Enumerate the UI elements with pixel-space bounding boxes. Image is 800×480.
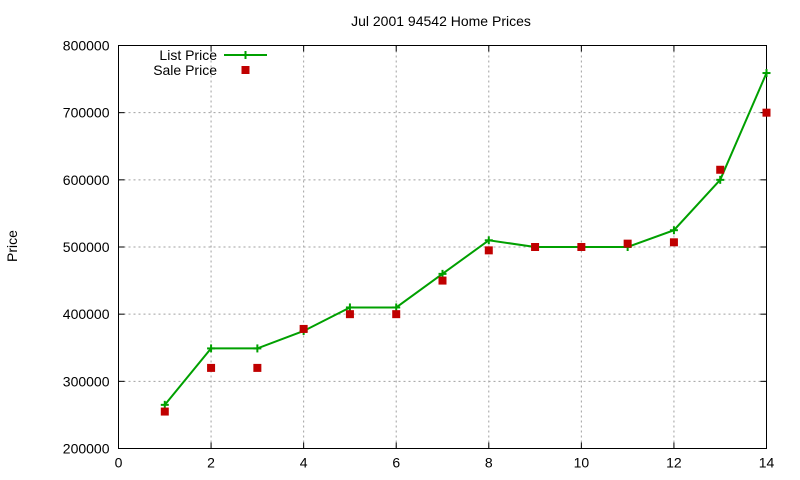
y-tick-label: 200000 [63, 441, 110, 457]
data-point [531, 243, 540, 251]
data-point [669, 226, 678, 235]
chart-title: Jul 2001 94542 Home Prices [351, 13, 531, 29]
y-tick-label: 600000 [63, 172, 110, 188]
data-point [438, 276, 447, 285]
x-tick-label: 6 [392, 455, 400, 471]
data-point [484, 246, 493, 255]
y-tick-label: 500000 [63, 239, 110, 255]
data-point [623, 239, 632, 248]
data-point [438, 269, 447, 278]
data-point [716, 165, 725, 174]
axis-ticks: 0 2 4 6 8 10 12 14 200000 300000 400000 500000 60000… [63, 38, 775, 471]
data-point [484, 236, 493, 245]
x-tick-label: 12 [666, 455, 682, 471]
data-point [392, 303, 401, 312]
legend-marker [241, 51, 250, 59]
data-point [160, 400, 169, 409]
data-point [392, 310, 401, 319]
legend-marker [241, 66, 250, 74]
y-tick-label: 300000 [63, 373, 110, 389]
grid [118, 45, 767, 449]
series [160, 69, 771, 416]
x-tick-label: 8 [485, 455, 493, 471]
data-point [207, 344, 216, 353]
y-tick-label: 700000 [63, 105, 110, 121]
series-sale-price [160, 108, 771, 416]
legend-label: Sale Price [153, 62, 217, 78]
data-point [577, 243, 586, 251]
data-point [345, 303, 354, 312]
data-point [762, 69, 771, 78]
x-tick-label: 0 [115, 455, 123, 471]
y-tick-label: 400000 [63, 306, 110, 322]
plot-frame [118, 45, 767, 449]
data-point [253, 344, 262, 353]
series-line [164, 72, 768, 406]
legend-label: List Price [159, 47, 217, 63]
y-tick-label: 800000 [63, 38, 110, 54]
x-tick-label: 2 [207, 455, 215, 471]
y-axis-label: Price [4, 230, 20, 262]
data-point [345, 310, 354, 319]
series-list-price [160, 69, 771, 409]
x-tick-label: 4 [300, 455, 308, 471]
data-point [299, 324, 308, 333]
data-point [669, 238, 678, 247]
x-tick-label: 10 [574, 455, 590, 471]
data-point [716, 175, 725, 184]
data-point [207, 363, 216, 372]
data-point [762, 108, 771, 117]
data-point [160, 407, 169, 416]
data-point [253, 363, 262, 372]
x-tick-label: 14 [759, 455, 775, 471]
